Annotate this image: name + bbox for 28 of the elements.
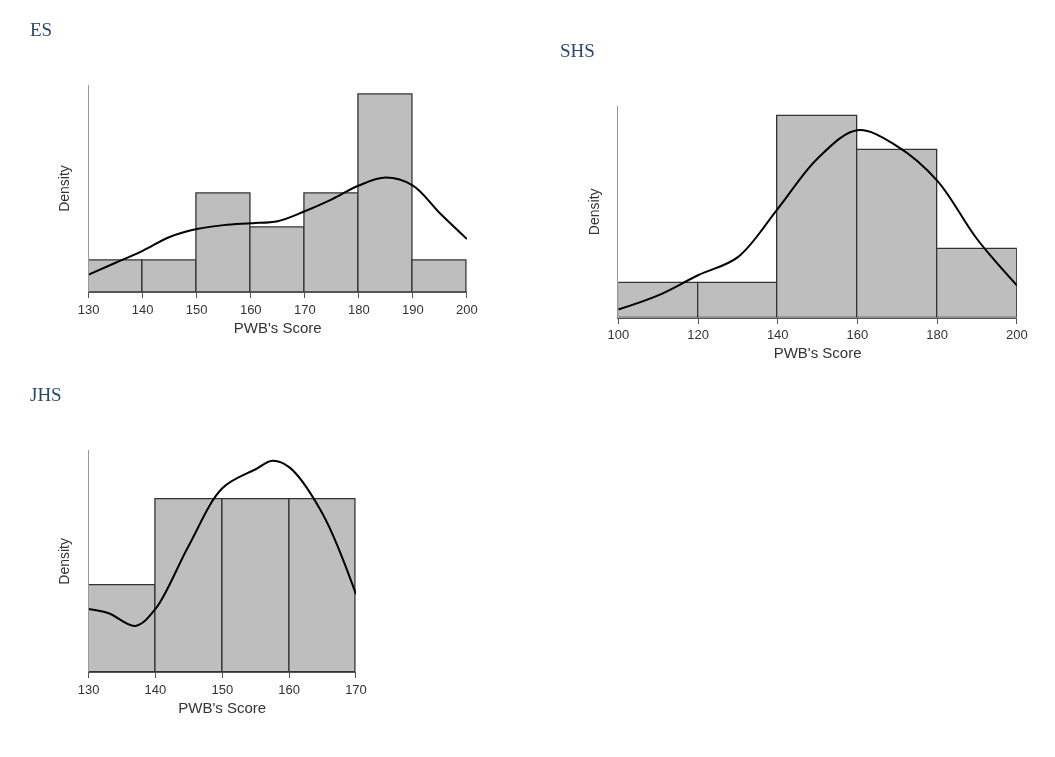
x-tick-label: 200 bbox=[456, 302, 478, 318]
x-tick-label: 190 bbox=[402, 302, 424, 318]
chart-title: ES bbox=[30, 19, 53, 40]
x-tick-label: 150 bbox=[211, 682, 234, 698]
x-tick-label: 140 bbox=[131, 302, 154, 318]
x-axis-title: PWB's Score bbox=[178, 699, 267, 717]
x-tick-label: 130 bbox=[77, 682, 100, 698]
x-axis-title: PWB's Score bbox=[233, 319, 322, 337]
x-tick-label: 170 bbox=[293, 302, 316, 318]
x-tick-label: 100 bbox=[607, 327, 630, 343]
x-tick-label: 200 bbox=[1006, 327, 1028, 343]
x-tick-label: 160 bbox=[239, 302, 262, 318]
chart-title: JHS bbox=[30, 384, 62, 405]
x-axis-title: PWB's Score bbox=[773, 344, 862, 362]
x-tick-label: 120 bbox=[687, 327, 709, 343]
x-tick-label: 140 bbox=[766, 327, 789, 343]
y-axis-title: Density bbox=[56, 537, 73, 585]
x-tick-label: 130 bbox=[77, 302, 100, 318]
x-tick-label: 170 bbox=[345, 682, 367, 698]
y-axis-title: Density bbox=[56, 165, 73, 212]
x-tick-label: 160 bbox=[278, 682, 300, 698]
x-tick-label: 180 bbox=[926, 327, 948, 343]
x-tick-label: 160 bbox=[846, 327, 869, 343]
y-axis-title: Density bbox=[585, 188, 602, 236]
x-tick-label: 150 bbox=[185, 302, 208, 318]
chart-title: SHS bbox=[560, 40, 595, 61]
x-tick-label: 140 bbox=[144, 682, 167, 698]
x-tick-label: 180 bbox=[348, 302, 370, 318]
